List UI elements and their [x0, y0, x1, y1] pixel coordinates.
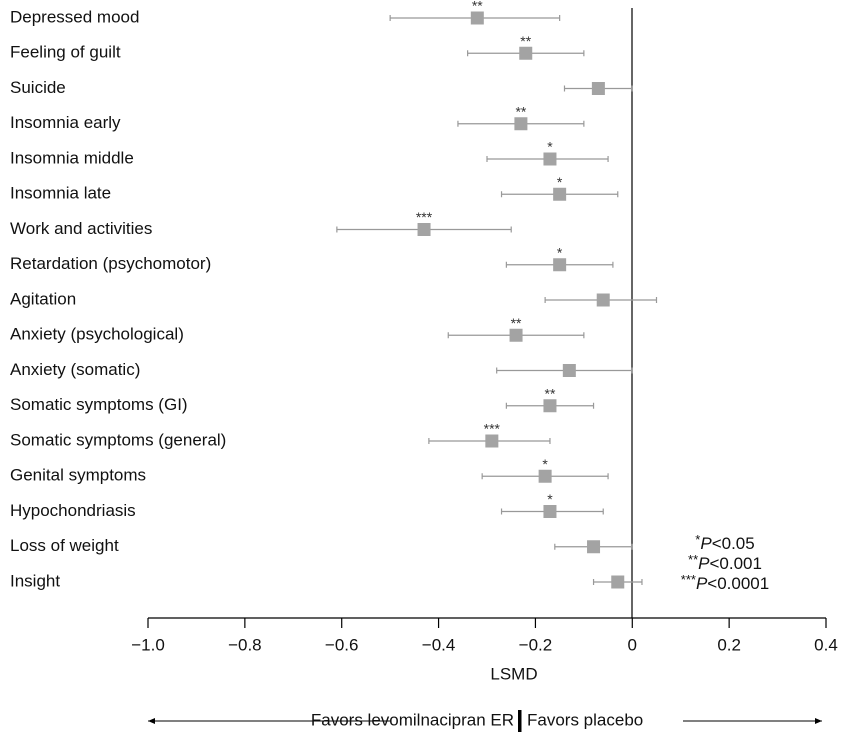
point-estimate [543, 152, 557, 166]
significance-stars: *** [416, 209, 433, 225]
legend-entry: ***P<0.0001 [681, 572, 769, 593]
separator [518, 710, 522, 732]
category-label: Work and activities [10, 219, 152, 238]
point-estimate [611, 575, 625, 589]
legend-stars: ** [688, 552, 698, 567]
significance-stars: ** [515, 103, 526, 119]
category-label: Suicide [10, 78, 66, 97]
x-tick-label: −0.6 [325, 635, 359, 654]
legend-stars: * [695, 532, 700, 547]
legend-p: P [698, 554, 710, 573]
point-estimate [543, 505, 557, 518]
significance-stars: ** [520, 33, 531, 49]
point-estimate [538, 469, 552, 483]
x-tick-label: 0 [628, 635, 637, 654]
category-label: Anxiety (somatic) [10, 360, 140, 379]
x-tick-label: −0.4 [422, 635, 456, 654]
legend-threshold: <0.05 [712, 534, 755, 553]
point-estimate [519, 46, 533, 60]
arrowhead [148, 718, 155, 724]
category-label: Depressed mood [10, 7, 139, 26]
x-tick-label: −1.0 [131, 635, 165, 654]
significance-stars: * [557, 244, 563, 260]
x-tick-label: 0.4 [814, 635, 838, 654]
legend-stars: *** [681, 572, 696, 587]
x-tick-label: 0.2 [717, 635, 741, 654]
point-estimate [596, 293, 610, 307]
category-label: Agitation [10, 289, 76, 308]
category-label: Genital symptoms [10, 466, 146, 485]
legend-threshold: <0.0001 [707, 574, 769, 593]
significance-stars: * [547, 139, 553, 155]
point-estimate [591, 82, 605, 95]
point-estimate [553, 187, 567, 201]
arrowhead [815, 718, 822, 724]
significance-stars: ** [472, 0, 483, 14]
category-label: Hypochondriasis [10, 501, 136, 520]
category-label: Insomnia early [10, 113, 121, 132]
direction-left: Favors levomilnacipran ER [311, 710, 514, 729]
category-label: Insomnia late [10, 184, 111, 203]
point-estimate [514, 117, 528, 131]
category-label: Somatic symptoms (general) [10, 430, 226, 449]
category-label: Anxiety (psychological) [10, 325, 184, 344]
category-label: Insight [10, 571, 60, 590]
category-label: Somatic symptoms (GI) [10, 395, 188, 414]
legend-entry: *P<0.05 [695, 532, 754, 553]
category-label: Insomnia middle [10, 148, 134, 167]
x-tick-label: −0.8 [228, 635, 262, 654]
legend-p: P [696, 574, 708, 593]
point-estimate [470, 11, 484, 25]
category-label: Retardation (psychomotor) [10, 254, 211, 273]
point-estimate [562, 364, 576, 377]
significance-stars: ** [545, 385, 556, 401]
significance-stars: * [547, 491, 553, 507]
point-estimate [587, 540, 601, 554]
category-label: Loss of weight [10, 536, 119, 555]
point-estimate [553, 258, 567, 272]
legend-threshold: <0.001 [709, 554, 761, 573]
point-estimate [543, 399, 557, 413]
point-estimate [485, 434, 499, 448]
x-axis-label: LSMD [490, 664, 537, 683]
category-label: Feeling of guilt [10, 43, 121, 62]
point-estimate [417, 223, 431, 236]
legend-entry: **P<0.001 [688, 552, 762, 573]
direction-right: Favors placebo [527, 710, 643, 729]
x-tick-label: −0.2 [519, 635, 553, 654]
significance-stars: * [557, 174, 563, 190]
legend-p: P [700, 534, 712, 553]
significance-stars: * [542, 456, 548, 472]
significance-stars: ** [511, 315, 522, 331]
point-estimate [509, 328, 523, 342]
significance-stars: *** [484, 421, 501, 437]
